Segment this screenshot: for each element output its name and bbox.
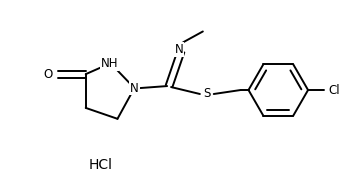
Text: Cl: Cl (328, 83, 340, 96)
Text: O: O (43, 68, 53, 81)
Text: NH: NH (101, 57, 118, 70)
Text: N: N (175, 43, 183, 56)
Text: S: S (203, 87, 210, 101)
Text: HCl: HCl (88, 158, 112, 172)
Text: N: N (130, 82, 139, 95)
